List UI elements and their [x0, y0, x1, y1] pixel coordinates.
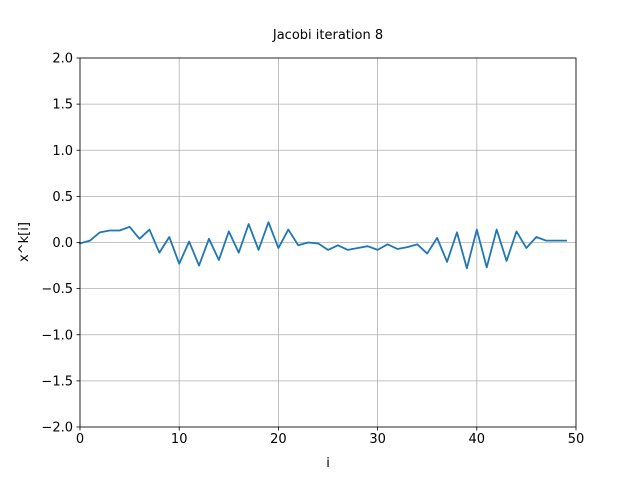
y-tick-label: −0.5: [41, 282, 73, 297]
x-tick-label: 10: [171, 432, 188, 447]
x-tick-label: 20: [270, 432, 287, 447]
y-tick-label: −2.0: [41, 421, 73, 436]
plot-frame: [79, 57, 577, 428]
x-tick-label: 0: [76, 432, 84, 447]
x-axis-label: i: [326, 456, 330, 471]
x-tick-label: 30: [369, 432, 386, 447]
series-layer: [78, 221, 567, 270]
series-line: [78, 221, 567, 270]
y-tick-label: 1.0: [52, 144, 73, 159]
chart-title: Jacobi iteration 8: [272, 28, 383, 43]
y-tick-label: −1.5: [41, 374, 73, 389]
axes: [76, 57, 577, 431]
y-tick-label: 0.0: [52, 236, 73, 251]
tick-labels: 0 10 20 30 40 50 −2.0 −1.5 −1.0 −0.5 0.0 0.5 1.0 1.5 2…: [41, 52, 584, 448]
x-tick-label: 40: [469, 432, 486, 447]
y-tick-label: 1.5: [52, 98, 73, 113]
y-tick-label: −1.0: [41, 328, 73, 343]
y-tick-label: 0.5: [52, 190, 73, 205]
y-axis-label: x^k[i]: [17, 222, 32, 262]
y-tick-label: 2.0: [52, 52, 73, 67]
x-tick-label: 50: [568, 432, 585, 447]
